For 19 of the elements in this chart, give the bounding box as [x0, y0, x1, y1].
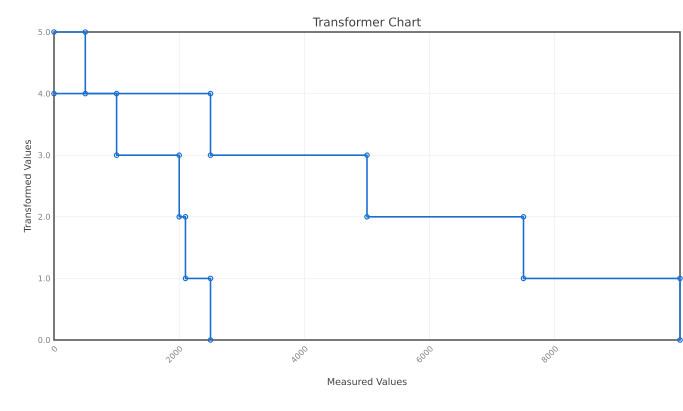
point [208, 90, 214, 96]
point [182, 276, 188, 282]
point [364, 214, 370, 220]
point [520, 214, 526, 220]
point [364, 152, 370, 158]
point [182, 214, 188, 220]
point [114, 152, 120, 158]
y-axis-title: Transformed Values [24, 140, 31, 232]
point [176, 152, 182, 158]
point [208, 276, 214, 282]
chart-title: Transformer Chart [312, 17, 421, 27]
point [82, 90, 88, 96]
point [176, 214, 182, 220]
point [677, 276, 683, 282]
point [520, 276, 526, 282]
x-axis-title: Measured Values [328, 378, 407, 386]
point [82, 29, 88, 35]
point [114, 90, 120, 96]
point [208, 152, 214, 158]
